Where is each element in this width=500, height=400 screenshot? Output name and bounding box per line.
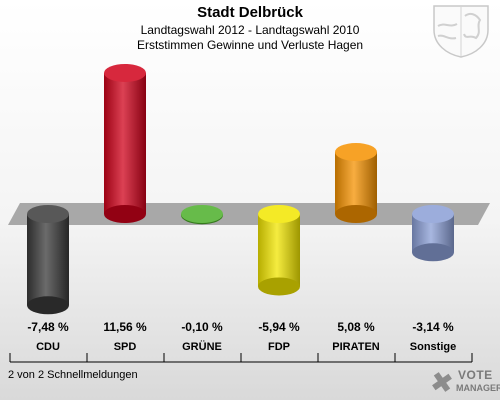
vote-manager-logo-text: VOTE	[458, 368, 493, 382]
bar-cdu	[27, 214, 69, 306]
value-label: -3,14 %	[412, 320, 454, 334]
value-label: -7,48 %	[27, 320, 69, 334]
bar-bottom-cap	[412, 243, 454, 262]
value-label: -0,10 %	[181, 320, 223, 334]
bar-bottom-cap	[104, 205, 146, 223]
category-label: Sonstige	[410, 341, 456, 353]
vote-manager-logo	[432, 372, 452, 392]
category-label: CDU	[36, 341, 60, 353]
bar-top-cap	[181, 205, 223, 223]
vote-manager-logo-subtext: MANAGER	[456, 383, 500, 393]
category-label: SPD	[114, 341, 137, 353]
value-label: -5,94 %	[258, 320, 300, 334]
bar-top-cap	[335, 143, 377, 162]
bar-fdp	[258, 214, 300, 287]
bar-top-cap	[27, 205, 69, 223]
value-label: 11,56 %	[103, 320, 147, 334]
bar-bottom-cap	[27, 296, 69, 315]
chart-subtitle-1: Landtagswahl 2012 - Landtagswahl 2010	[140, 23, 360, 37]
bar-top-cap	[104, 63, 146, 82]
category-label: FDP	[268, 341, 290, 353]
footer-status: 2 von 2 Schnellmeldungen	[8, 369, 138, 381]
page-title: Stadt Delbrück	[197, 4, 303, 21]
bar-spd	[104, 72, 146, 214]
bar-bottom-cap	[258, 277, 300, 296]
bar-bottom-cap	[335, 205, 377, 223]
chart-subtitle-2: Erststimmen Gewinne und Verluste Hagen	[136, 38, 364, 52]
value-label: 5,08 %	[337, 320, 375, 334]
coat-of-arms-icon	[433, 5, 489, 58]
bar-piraten	[335, 152, 377, 214]
bar-top-cap	[258, 205, 300, 223]
category-label: GRÜNE	[182, 340, 222, 353]
bar-top-cap	[412, 205, 454, 223]
category-label: PIRATEN	[332, 341, 380, 353]
